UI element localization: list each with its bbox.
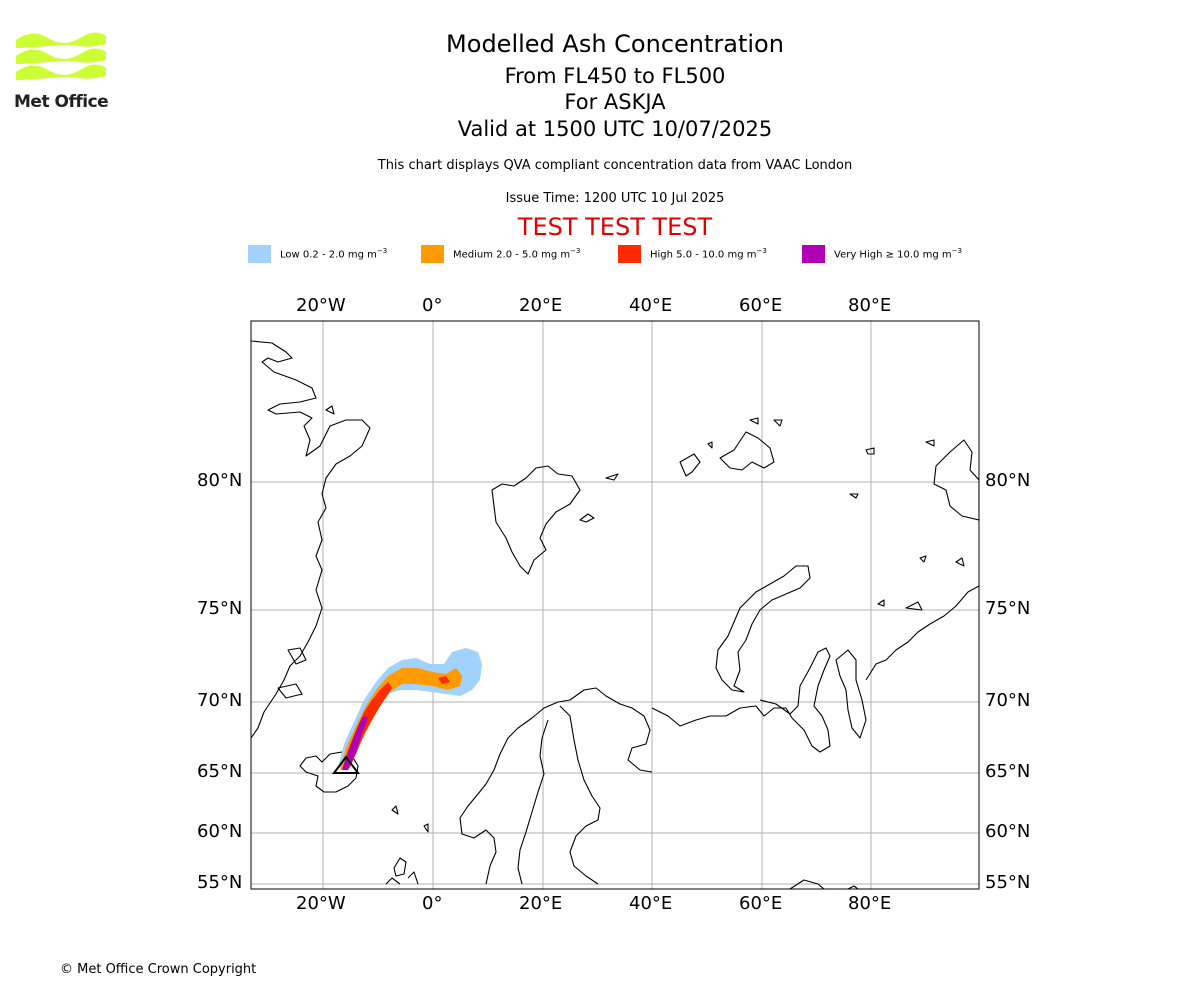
ash-very-high-region [342, 716, 368, 770]
lat-label-right-60n: 60°N [985, 821, 1031, 842]
legend-label-medium: Medium 2.0 - 5.0 mg m−3 [453, 247, 581, 261]
legend-swatch-very-high [802, 245, 825, 263]
lat-label-right-80n: 80°N [985, 470, 1031, 491]
volcano-marker-icon [332, 755, 360, 774]
coastline-svalbard [491, 465, 581, 575]
coastline-scandinavia [459, 687, 653, 885]
lat-label-left-65n: 65°N [197, 761, 243, 782]
logo-text: Met Office [14, 92, 109, 112]
coastline-severnaya-zemlya [925, 439, 935, 447]
lat-label-left-75n: 75°N [197, 598, 243, 619]
legend-label-very-high: Very High ≥ 10.0 mg m−3 [834, 247, 962, 261]
coastline-britain [393, 857, 407, 877]
copyright-notice: © Met Office Crown Copyright [60, 962, 257, 977]
lon-label-top-80e: 80°E [848, 295, 892, 316]
chart-description: This chart displays QVA compliant concen… [377, 158, 853, 173]
map-frame [250, 320, 980, 890]
legend-swatch-low [248, 245, 271, 263]
legend-label-high: High 5.0 - 10.0 mg m−3 [650, 247, 767, 261]
met-office-waves-icon [16, 32, 106, 80]
lon-label-top-20w: 20°W [296, 295, 346, 316]
lon-label-top-40e: 40°E [629, 295, 673, 316]
volcano-name: For ASKJA [564, 90, 666, 114]
lat-label-left-60n: 60°N [197, 821, 243, 842]
coastline-franz-josef [679, 453, 701, 477]
lat-label-right-55n: 55°N [985, 872, 1031, 893]
lon-label-bottom-60e: 60°E [739, 893, 783, 914]
lon-label-top-20e: 20°E [519, 295, 563, 316]
chart-title: Modelled Ash Concentration [446, 30, 784, 58]
ash-low-region [338, 648, 482, 768]
lat-label-left-55n: 55°N [197, 872, 243, 893]
legend-swatch-high [618, 245, 641, 263]
lat-label-left-80n: 80°N [197, 470, 243, 491]
lon-label-bottom-40e: 40°E [629, 893, 673, 914]
ash-plume [338, 648, 482, 770]
coastline-novaya-zemlya [715, 565, 811, 693]
lat-label-left-70n: 70°N [197, 690, 243, 711]
lon-label-bottom-20e: 20°E [519, 893, 563, 914]
coastline-russia [651, 647, 831, 753]
lat-label-right-70n: 70°N [985, 690, 1031, 711]
ash-high-patch [438, 676, 450, 684]
lon-label-top-60e: 60°E [739, 295, 783, 316]
legend-label-low: Low 0.2 - 2.0 mg m−3 [280, 247, 388, 261]
issue-time: Issue Time: 1200 UTC 10 Jul 2025 [505, 191, 725, 206]
lon-label-bottom-0: 0° [422, 893, 443, 914]
valid-time: Valid at 1500 UTC 10/07/2025 [457, 117, 773, 141]
lat-label-right-65n: 65°N [985, 761, 1031, 782]
lon-label-bottom-20w: 20°W [296, 893, 346, 914]
coastline-greenland [251, 340, 371, 739]
met-office-logo: Met Office [14, 30, 110, 114]
legend-swatch-medium [421, 245, 444, 263]
flight-levels: From FL450 to FL500 [504, 64, 726, 88]
lat-label-right-75n: 75°N [985, 598, 1031, 619]
test-banner: TEST TEST TEST [517, 213, 713, 241]
map-gridlines [251, 321, 979, 889]
lon-label-top-0: 0° [422, 295, 443, 316]
lon-label-bottom-80e: 80°E [848, 893, 892, 914]
coastlines [251, 340, 979, 889]
